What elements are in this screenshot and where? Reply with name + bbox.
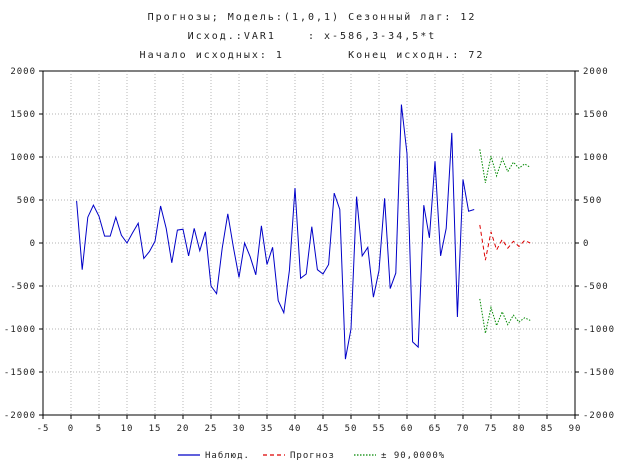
y-tick-label-right: -2000 <box>583 411 615 421</box>
ticks-layer: -5 0 5 10 15 20 25 30 35 40 45 50 55 60 65 70 75 80 85 90-2… <box>4 67 615 434</box>
x-tick-label: 25 <box>205 424 218 434</box>
y-tick-label-left: 500 <box>17 196 36 206</box>
plot-area-frame <box>42 70 576 416</box>
series-line-2 <box>479 149 531 183</box>
y-tick-label-right: -1500 <box>583 368 615 378</box>
y-tick-label-right: 500 <box>583 196 602 206</box>
x-tick-label: -5 <box>37 424 50 434</box>
chart-subtitle: Исход.:VAR1 : x-586,3-34,5*t <box>187 31 437 42</box>
legend-label-2: ± 90,0000% <box>381 451 445 461</box>
x-tick-label: 10 <box>121 424 134 434</box>
x-tick-label: 90 <box>569 424 582 434</box>
chart-title: Прогнозы; Модель:(1,0,1) Сезонный лаг: 1… <box>147 12 477 23</box>
x-tick-label: 45 <box>317 424 330 434</box>
y-tick-label-right: 0 <box>583 239 589 249</box>
x-tick-label: 35 <box>261 424 274 434</box>
x-tick-label: 50 <box>345 424 358 434</box>
chart-range-info: Начало исходных: 1 Конец исходн.: 72 <box>139 50 485 61</box>
x-tick-label: 0 <box>68 424 74 434</box>
series-line-0 <box>76 104 475 360</box>
x-tick-label: 75 <box>485 424 498 434</box>
legend: Наблюд. Прогноз ± 90,0000% <box>178 450 445 461</box>
y-tick-label-left: -1500 <box>4 368 36 378</box>
y-tick-label-left: -1000 <box>4 325 36 335</box>
x-tick-label: 40 <box>289 424 302 434</box>
grid-layer <box>43 71 575 415</box>
x-tick-label: 80 <box>513 424 526 434</box>
series-line-3 <box>479 298 531 334</box>
x-tick-label: 5 <box>96 424 102 434</box>
x-tick-label: 85 <box>541 424 554 434</box>
legend-label-0: Наблюд. <box>205 450 250 461</box>
y-tick-label-left: 0 <box>30 239 36 249</box>
legend-label-1: Прогноз <box>290 451 335 461</box>
x-tick-label: 15 <box>149 424 162 434</box>
y-tick-label-right: -500 <box>583 282 609 292</box>
y-tick-label-right: 1000 <box>583 153 609 163</box>
y-tick-label-right: -1000 <box>583 325 615 335</box>
y-tick-label-right: 1500 <box>583 110 609 120</box>
x-tick-label: 60 <box>401 424 414 434</box>
x-tick-label: 30 <box>233 424 246 434</box>
series-line-1 <box>479 224 531 261</box>
series-layer <box>76 104 531 360</box>
x-tick-label: 65 <box>429 424 442 434</box>
y-tick-label-left: 1000 <box>10 153 36 163</box>
y-tick-label-right: 2000 <box>583 67 609 77</box>
x-tick-label: 55 <box>373 424 386 434</box>
y-tick-label-left: 2000 <box>10 67 36 77</box>
x-tick-label: 70 <box>457 424 470 434</box>
y-tick-label-left: -2000 <box>4 411 36 421</box>
y-tick-label-left: -500 <box>10 282 36 292</box>
x-tick-label: 20 <box>177 424 190 434</box>
y-tick-label-left: 1500 <box>10 110 36 120</box>
